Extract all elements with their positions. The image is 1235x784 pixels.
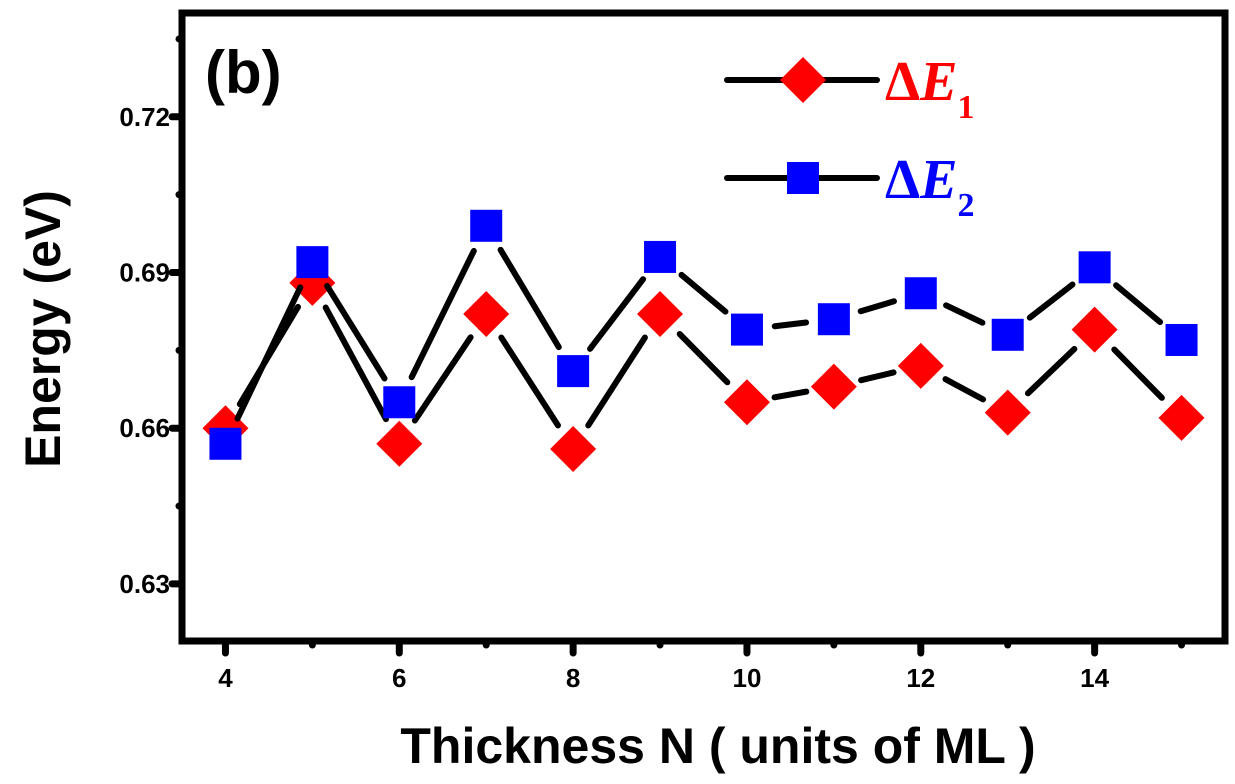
series-1-line-segment <box>1024 345 1078 397</box>
series-2-point <box>730 313 763 346</box>
series-2-line-segment <box>324 282 388 382</box>
legend-marker <box>787 162 819 194</box>
series-2 <box>209 209 1198 460</box>
series-2-point <box>1078 251 1111 284</box>
series-2-point <box>817 303 850 336</box>
series-2-point <box>1165 323 1198 356</box>
series-2-line-segment <box>1113 282 1164 326</box>
series-2-line-segment <box>943 302 986 326</box>
series-1-line-segment <box>858 369 897 384</box>
series-2-point <box>383 386 416 419</box>
legend-label: ΔE2 <box>885 149 974 224</box>
series-1-point <box>637 291 684 338</box>
series-2-line-segment <box>857 298 897 315</box>
series-2-point <box>644 240 677 273</box>
series-1-line-segment <box>585 334 648 429</box>
y-tick-label: 0.66 <box>119 413 170 443</box>
series-2-point <box>904 277 937 310</box>
series-1-point <box>1071 306 1118 353</box>
series-2-line-segment <box>1026 281 1076 321</box>
plot-frame <box>178 9 1229 645</box>
series-2-line-segment <box>497 246 562 351</box>
y-axis-title: Energy (eV) <box>15 190 71 468</box>
series-1-point <box>897 342 944 389</box>
x-tick-label: 8 <box>566 663 580 693</box>
panel-label: (b) <box>205 39 282 106</box>
y-tick-label: 0.72 <box>119 102 170 132</box>
y-tick-label: 0.69 <box>119 258 170 288</box>
series-1-line-segment <box>411 334 474 424</box>
series-2-line-segment <box>408 247 477 381</box>
x-tick-label: 12 <box>906 663 935 693</box>
series-1-line-segment <box>676 330 731 386</box>
series-1-line-segment <box>942 376 987 403</box>
y-tick-label: 0.63 <box>119 569 170 599</box>
series-1-point <box>463 291 510 338</box>
series-1-point <box>984 389 1031 436</box>
legend-entry-1: ΔE1 <box>724 51 974 126</box>
series-2-line-segment <box>587 276 647 352</box>
series-1-point <box>810 363 857 410</box>
series-2-point <box>470 209 503 242</box>
series-1-line-segment <box>1111 346 1165 401</box>
series-2-line-segment <box>771 319 810 330</box>
series-2-line-segment <box>678 271 729 315</box>
series-2-line-segment <box>234 284 304 422</box>
x-tick-label: 14 <box>1080 663 1109 693</box>
series-1-line-segment <box>771 388 810 401</box>
series-1-point <box>723 379 770 426</box>
series-2-point <box>557 355 590 388</box>
series-2-point <box>991 318 1024 351</box>
x-tick-label: 10 <box>732 663 761 693</box>
series-2-point <box>209 427 242 460</box>
x-tick-label: 6 <box>392 663 406 693</box>
legend-marker <box>780 57 826 103</box>
x-axis-title: Thickness N ( units of ML ) <box>400 718 1035 774</box>
x-tick-label: 4 <box>218 663 233 693</box>
series-1-point <box>376 420 423 467</box>
series-1-line-segment <box>498 334 561 429</box>
series-1-point <box>1158 394 1205 441</box>
legend-entry-2: ΔE2 <box>724 149 974 224</box>
legend-label: ΔE1 <box>885 51 974 126</box>
series-2-point <box>296 246 329 279</box>
series-1-point <box>550 425 597 472</box>
series-1-line-segment <box>322 304 389 423</box>
